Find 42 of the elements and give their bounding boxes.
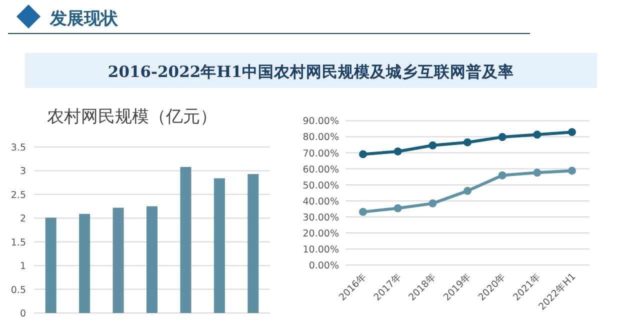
point	[464, 186, 472, 195]
point	[428, 141, 437, 150]
chart-title: 农村网民规模（亿元）	[47, 107, 217, 127]
point	[533, 130, 542, 139]
y-tick-label: 70.00%	[302, 148, 339, 160]
text: 发展现状	[49, 9, 119, 29]
y-tick-label: 40.00%	[302, 196, 339, 208]
point	[498, 133, 506, 142]
point	[568, 166, 576, 175]
point	[394, 147, 402, 156]
bar	[214, 178, 225, 313]
bar	[180, 166, 192, 313]
y-tick-label: 60.00%	[302, 164, 339, 176]
bar	[146, 206, 158, 313]
point	[498, 171, 506, 180]
bar	[112, 208, 124, 313]
text: 2016-2022年H1中国农村网民规模及城乡互联网普及率	[108, 62, 514, 81]
point	[428, 199, 437, 208]
y-tick-label: 3.5	[10, 142, 26, 154]
point	[533, 168, 542, 177]
point	[464, 138, 472, 146]
y-tick-label: 3	[20, 166, 26, 178]
y-tick-label: 90.00%	[302, 116, 339, 128]
y-tick-label: 2	[20, 214, 26, 225]
y-tick-label: 30.00%	[302, 212, 339, 224]
y-tick-label: 0.00%	[308, 260, 339, 272]
y-tick-label: 0.5	[10, 284, 26, 296]
point	[359, 208, 368, 216]
y-tick-label: 80.00%	[302, 132, 339, 144]
point	[359, 150, 368, 158]
bar	[248, 174, 259, 313]
y-tick-label: 20.00%	[302, 228, 339, 240]
y-tick-label: 2.5	[10, 190, 26, 201]
y-tick-label: 10.00%	[302, 244, 339, 256]
y-tick-label: 0	[20, 308, 26, 320]
bar	[45, 218, 56, 313]
y-tick-label: 1	[20, 261, 26, 272]
point	[394, 204, 402, 212]
point	[568, 128, 576, 136]
y-tick-label: 1.5	[10, 237, 26, 248]
bar	[79, 214, 90, 313]
y-tick-label: 50.00%	[302, 180, 339, 192]
